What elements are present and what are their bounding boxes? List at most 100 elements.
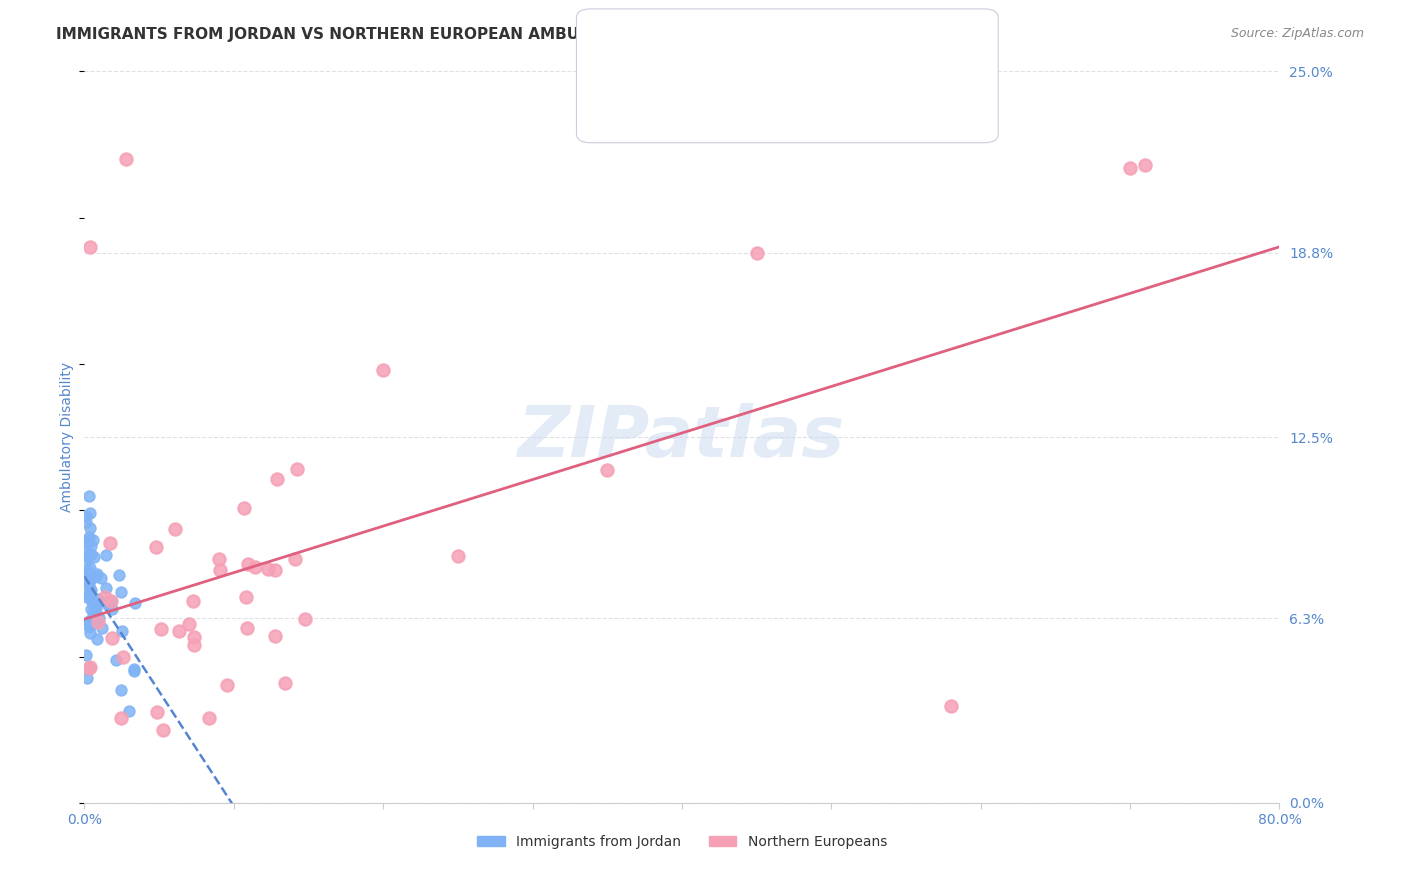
Point (87, 591, 110, 606)
Point (124, 665, 146, 679)
Point (100, 594, 122, 608)
Point (84, 614, 107, 628)
Point (264, 563, 287, 577)
Point (77, 614, 100, 628)
Point (75, 541, 97, 555)
Point (100, 594, 122, 608)
Point (77, 533, 100, 547)
Point (77, 616, 100, 631)
Point (79, 583, 101, 598)
Point (75, 509, 97, 524)
Point (118, 704, 141, 718)
Point (1133, 158, 1156, 172)
Point (101, 631, 124, 645)
Point (76, 535, 98, 549)
Point (83, 615, 105, 629)
Point (77, 620, 100, 634)
Point (122, 662, 145, 676)
Point (84, 601, 107, 615)
Point (80, 571, 103, 585)
Point (75, 648, 97, 663)
Point (86, 568, 108, 582)
Point (86, 566, 108, 581)
Point (208, 563, 231, 577)
Point (183, 638, 205, 652)
Point (373, 363, 395, 377)
Point (79, 240, 101, 254)
Point (77, 530, 100, 544)
Point (77, 549, 100, 564)
Point (243, 560, 266, 574)
Point (235, 591, 257, 605)
Point (79, 626, 101, 640)
Text: R =  0.453   N = 45: R = 0.453 N = 45 (641, 91, 776, 105)
Point (447, 549, 470, 564)
Point (98, 536, 121, 550)
Point (238, 557, 260, 571)
Point (115, 152, 138, 166)
Point (101, 602, 124, 616)
Point (83, 549, 105, 564)
Point (233, 500, 256, 515)
Point (80, 593, 103, 607)
Point (75, 561, 97, 575)
Point (198, 711, 221, 725)
Point (79, 617, 101, 632)
Point (107, 567, 129, 582)
Point (79, 589, 101, 603)
Point (75, 564, 97, 578)
Point (124, 596, 146, 610)
Point (285, 462, 308, 476)
Point (169, 624, 191, 638)
Point (79, 540, 101, 554)
Point (83, 601, 105, 615)
Point (76, 662, 98, 676)
Point (150, 622, 173, 636)
Point (82, 609, 104, 624)
Point (79, 506, 101, 520)
Point (1119, 161, 1142, 176)
Point (76, 615, 98, 630)
Point (80, 601, 103, 615)
Text: ZIPatlas: ZIPatlas (519, 402, 845, 472)
Point (90, 621, 112, 635)
Point (111, 650, 134, 665)
Point (274, 676, 297, 690)
Point (79, 584, 101, 599)
Point (79, 659, 101, 673)
Point (152, 723, 174, 737)
Point (145, 541, 167, 555)
Point (284, 552, 307, 566)
Point (76, 590, 98, 604)
Point (165, 522, 187, 536)
Point (87, 611, 110, 625)
Point (86, 632, 108, 646)
Point (183, 630, 205, 644)
Point (82, 533, 104, 547)
Point (77, 578, 100, 592)
Point (110, 682, 132, 697)
Point (294, 612, 316, 626)
Point (75, 515, 97, 529)
Point (94, 581, 117, 595)
Point (94, 594, 117, 608)
Point (266, 472, 288, 486)
Point (76, 671, 98, 685)
Text: IMMIGRANTS FROM JORDAN VS NORTHERN EUROPEAN AMBULATORY DISABILITY CORRELATION CH: IMMIGRANTS FROM JORDAN VS NORTHERN EUROP… (56, 27, 934, 42)
Point (90, 571, 112, 585)
Point (110, 711, 132, 725)
Point (80, 582, 103, 597)
Point (75, 615, 97, 630)
Point (607, 91, 630, 105)
Point (745, 245, 768, 260)
Point (76, 576, 98, 591)
Point (87, 615, 110, 629)
Point (77, 566, 100, 580)
Point (257, 562, 280, 576)
Y-axis label: Ambulatory Disability: Ambulatory Disability (60, 362, 75, 512)
Point (596, 463, 619, 477)
Point (80, 547, 103, 561)
Point (79, 521, 101, 535)
Point (97, 598, 120, 612)
Point (177, 617, 200, 632)
